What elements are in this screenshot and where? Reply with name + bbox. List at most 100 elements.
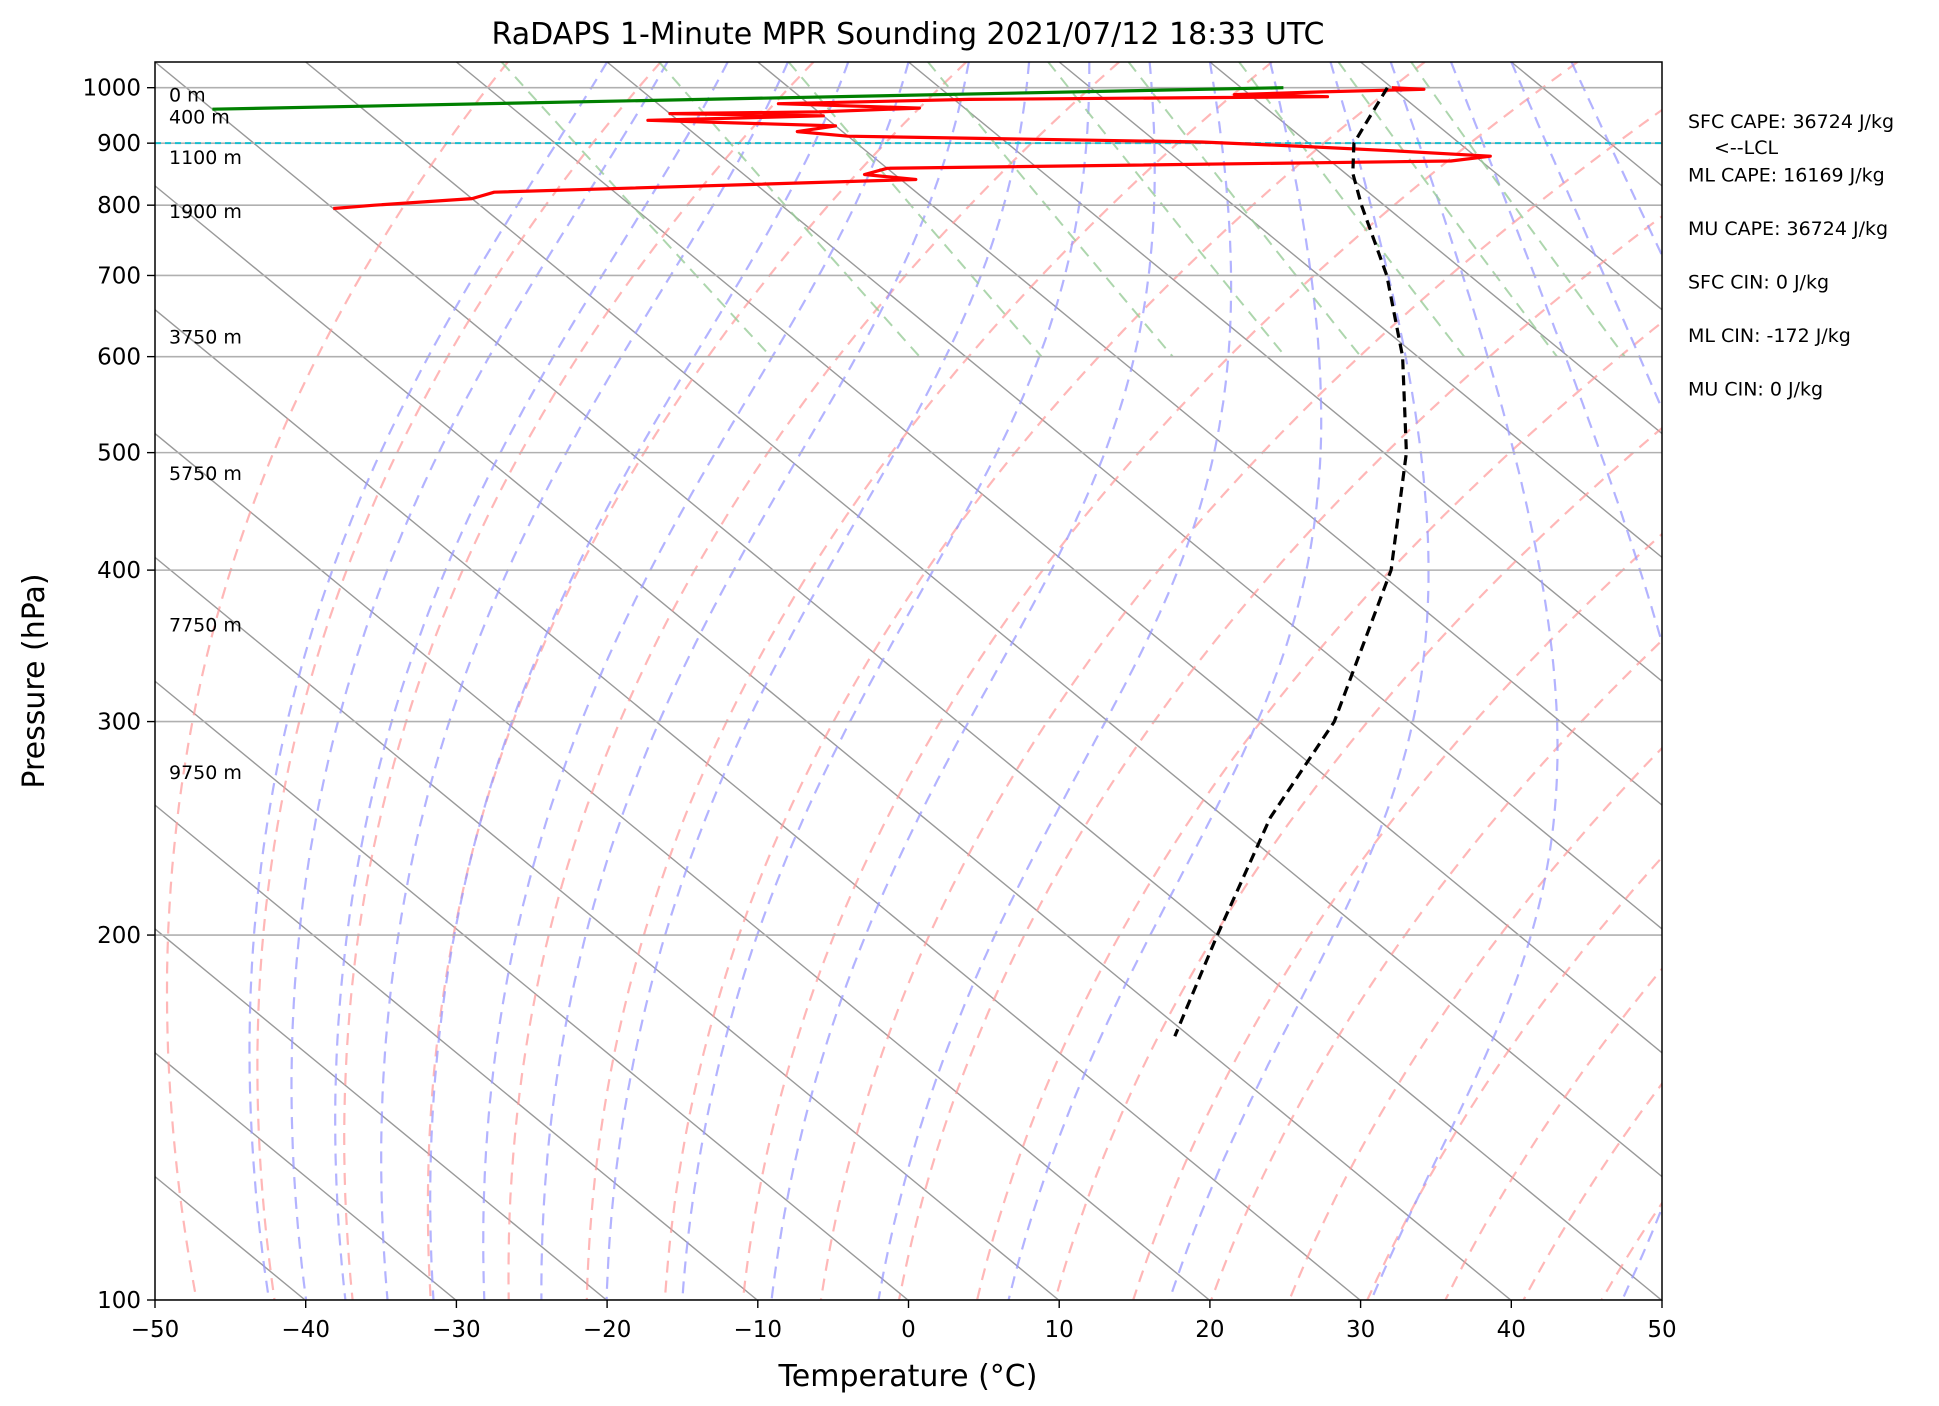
y-tick-label: 1000 — [82, 76, 141, 102]
moist-adiabat-line — [1510, 62, 1662, 412]
dry-adiabat-line — [585, 62, 1273, 1300]
isotherm-line — [1058, 62, 1662, 559]
index-label: MU CIN: 0 J/kg — [1688, 379, 1823, 401]
index-label: MU CAPE: 36724 J/kg — [1688, 218, 1888, 240]
moist-adiabat-line — [334, 62, 729, 1300]
moist-adiabat-line — [248, 62, 609, 1300]
dry-adiabat-line — [663, 62, 1426, 1300]
dry-adiabat-line — [507, 62, 1120, 1300]
y-tick-label: 600 — [97, 345, 141, 371]
dry-adiabat-line — [1132, 532, 1662, 1300]
isotherm-line — [155, 680, 909, 1300]
moist-adiabat-line — [877, 62, 1233, 1300]
index-label: SFC CAPE: 36724 J/kg — [1688, 111, 1894, 133]
height-label: 3750 m — [169, 327, 242, 349]
moist-adiabat-line — [770, 62, 1156, 1300]
dry-adiabat-line — [256, 62, 662, 1300]
dry-adiabat-line — [1836, 62, 1939, 1300]
height-label: 400 m — [169, 106, 230, 128]
isotherm-line — [757, 62, 1662, 807]
isotherm-line — [155, 804, 758, 1300]
height-label: 7750 m — [169, 615, 242, 637]
isotherm-line — [1360, 62, 1662, 311]
x-axis: −50 −40 −30 −20 −10 0 10 20 30 40 50 — [131, 1300, 1677, 1343]
x-tick-label: −50 — [131, 1317, 180, 1343]
mixing-ratio-line — [927, 62, 1174, 358]
x-tick-label: 40 — [1497, 1317, 1526, 1343]
moist-adiabat-line — [1007, 62, 1323, 1300]
isotherm-line — [1510, 62, 1662, 187]
height-label: 0 m — [169, 85, 206, 107]
height-label: 5750 m — [169, 463, 242, 485]
y-tick-label: 800 — [97, 193, 141, 219]
mixing-ratio-line — [658, 62, 921, 358]
x-tick-label: −20 — [583, 1317, 632, 1343]
dry-adiabat-line — [1054, 426, 1662, 1300]
isotherm-line — [155, 928, 607, 1300]
height-label: 9750 m — [169, 762, 242, 784]
x-tick-label: −10 — [734, 1317, 783, 1343]
isotherm-line — [908, 62, 1662, 683]
y-tick-label: 400 — [97, 558, 141, 584]
moist-adiabat-line — [1449, 62, 1662, 1300]
y-axis-title: Pressure (hPa) — [17, 573, 52, 788]
moist-adiabat-line — [290, 62, 669, 1300]
dry-adiabat-line — [1444, 967, 1662, 1300]
isotherm-line — [1209, 62, 1662, 435]
dry-adiabat-line — [1600, 1201, 1662, 1300]
isotherm-line — [155, 62, 1662, 1300]
dry-adiabat-line — [1288, 746, 1662, 1300]
moist-adiabat-line — [681, 62, 1091, 1300]
x-tick-label: 50 — [1647, 1317, 1676, 1343]
x-tick-label: 30 — [1346, 1317, 1375, 1343]
index-label: SFC CIN: 0 J/kg — [1688, 272, 1829, 294]
moist-adiabat-line — [429, 62, 850, 1300]
moist-adiabat-line — [1168, 62, 1430, 1300]
dry-adiabat-line — [1366, 855, 1662, 1300]
mixing-ratio-line — [1238, 62, 1465, 358]
y-tick-label: 500 — [97, 441, 141, 467]
lcl-marker: <--LCL — [155, 137, 1778, 159]
dry-adiabat-line — [741, 62, 1579, 1300]
mixing-ratio-line — [1047, 62, 1287, 358]
x-tick-label: 0 — [901, 1317, 916, 1343]
height-label: 1900 m — [169, 201, 242, 223]
dry-adiabat-line — [976, 320, 1662, 1300]
dry-adiabat-line — [1210, 638, 1662, 1300]
dry-adiabat-line — [1758, 62, 1939, 1300]
isotherm-line — [455, 62, 1662, 1054]
x-tick-label: 20 — [1195, 1317, 1224, 1343]
temperature-line — [333, 86, 1492, 211]
y-tick-label: 700 — [97, 263, 141, 289]
x-tick-label: 10 — [1045, 1317, 1074, 1343]
moist-adiabat-line — [1570, 62, 1662, 258]
moist-adiabat-line — [605, 62, 1031, 1300]
height-label: 1100 m — [169, 147, 242, 169]
mixing-ratio-line — [1337, 62, 1558, 358]
dry-adiabat-line — [343, 62, 815, 1300]
isotherm-line — [155, 308, 1361, 1300]
x-tick-label: −40 — [281, 1317, 330, 1343]
moist-adiabat-line — [1370, 62, 1559, 1300]
dry-adiabat-line — [897, 214, 1662, 1300]
y-tick-label: 100 — [97, 1288, 141, 1314]
moist-adiabat-line — [482, 62, 910, 1300]
y-tick-label: 200 — [97, 923, 141, 949]
dry-adiabat-line — [426, 62, 968, 1300]
y-tick-label: 900 — [97, 131, 141, 157]
lcl-label: <--LCL — [1714, 137, 1778, 159]
isotherm-line — [155, 184, 1512, 1300]
isotherm-line — [0, 62, 4, 1300]
y-axis: 1000 900 800 700 600 500 400 300 200 100 — [82, 76, 155, 1314]
mixing-ratio-line — [1127, 62, 1362, 358]
index-label: ML CIN: -172 J/kg — [1688, 325, 1851, 347]
parcel-profile-line — [1173, 86, 1408, 1037]
dry-adiabat-line — [165, 62, 509, 1300]
sounding-traces — [212, 86, 1492, 1037]
isotherm-line — [606, 62, 1662, 930]
isotherm-line — [305, 62, 1662, 1178]
isotherm-line — [155, 556, 1060, 1300]
isotherm-line — [1661, 62, 1662, 63]
